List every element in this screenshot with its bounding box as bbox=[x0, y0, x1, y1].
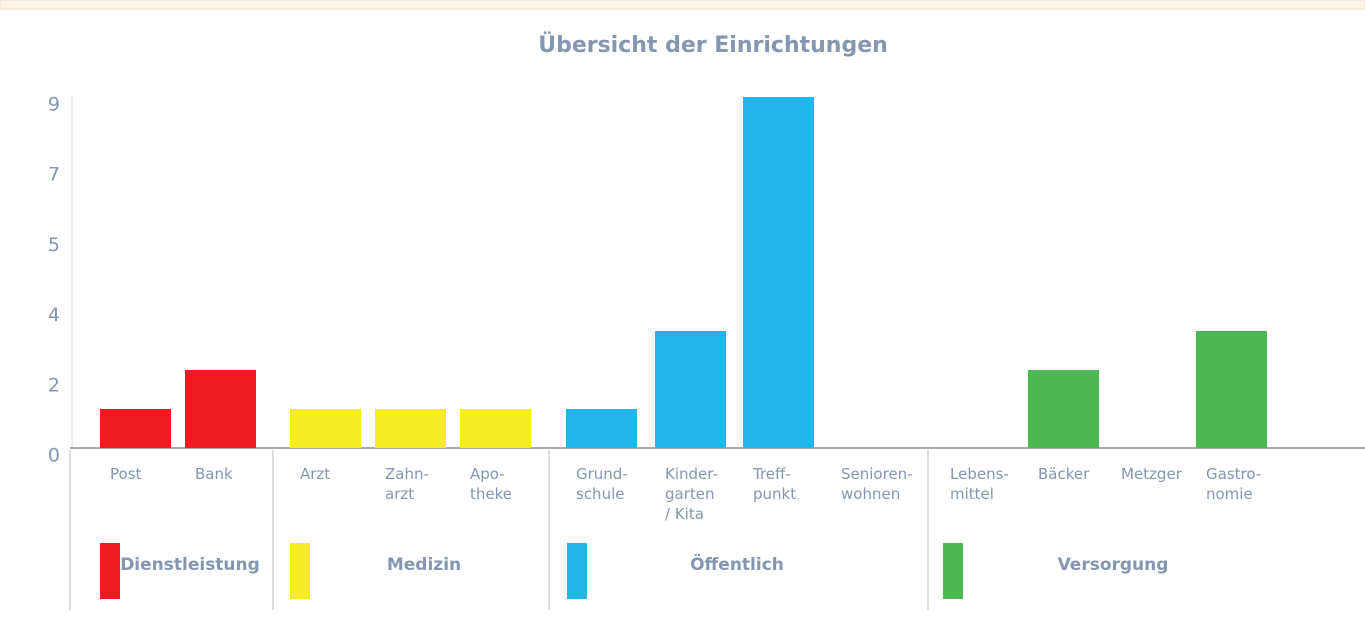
legend-label: Medizin bbox=[387, 555, 461, 575]
y-tick-label: 5 bbox=[48, 234, 60, 256]
legend-swatch bbox=[290, 543, 310, 599]
bar bbox=[655, 331, 726, 448]
x-tick-line: garten bbox=[665, 485, 715, 503]
legend-label: Versorgung bbox=[1058, 555, 1169, 575]
x-tick-line: mittel bbox=[950, 485, 994, 503]
x-tick-label: Bank bbox=[195, 465, 233, 483]
bar bbox=[743, 97, 814, 448]
legend-swatch bbox=[567, 543, 587, 599]
y-tick-label: 9 bbox=[48, 94, 60, 116]
x-tick-line: Grund- bbox=[576, 465, 628, 483]
legend-swatch bbox=[943, 543, 963, 599]
x-tick-line: Apo- bbox=[470, 465, 505, 483]
x-tick-line: Lebens- bbox=[950, 465, 1009, 483]
bar bbox=[1028, 370, 1099, 448]
legend-swatch bbox=[100, 543, 120, 599]
y-tick-label: 4 bbox=[48, 304, 60, 326]
bar bbox=[460, 409, 531, 448]
x-tick-line: Bäcker bbox=[1038, 465, 1090, 483]
y-tick-label: 7 bbox=[48, 164, 60, 186]
x-tick-line: Treff- bbox=[752, 465, 791, 483]
x-tick-label: Grund-schule bbox=[576, 465, 628, 503]
legend-label: Dienstleistung bbox=[120, 555, 260, 575]
x-tick-line: nomie bbox=[1206, 485, 1253, 503]
x-tick-label: Bäcker bbox=[1038, 465, 1090, 483]
x-tick-line: arzt bbox=[385, 485, 414, 503]
x-tick-line: Arzt bbox=[300, 465, 330, 483]
x-tick-line: punkt bbox=[753, 485, 796, 503]
x-tick-label: Metzger bbox=[1121, 465, 1183, 483]
x-tick-label: Post bbox=[110, 465, 142, 483]
x-tick-label: Zahn-arzt bbox=[385, 465, 429, 503]
legend-label: Öffentlich bbox=[690, 553, 784, 575]
x-tick-label: Gastro-nomie bbox=[1206, 465, 1261, 503]
x-tick-line: / Kita bbox=[665, 505, 704, 523]
x-tick-label: Lebens-mittel bbox=[950, 465, 1009, 503]
x-tick-line: Zahn- bbox=[385, 465, 429, 483]
top-band bbox=[0, 0, 1365, 10]
bar bbox=[290, 409, 361, 448]
bar bbox=[375, 409, 446, 448]
x-tick-line: wohnen bbox=[841, 485, 900, 503]
x-tick-line: Kinder- bbox=[665, 465, 718, 483]
x-tick-line: Gastro- bbox=[1206, 465, 1261, 483]
x-tick-line: theke bbox=[470, 485, 512, 503]
x-tick-line: Post bbox=[110, 465, 142, 483]
x-tick-label: Apo-theke bbox=[470, 465, 512, 503]
x-tick-label: Kinder-garten / Kita bbox=[665, 465, 718, 523]
bar bbox=[1196, 331, 1267, 448]
bar bbox=[100, 409, 171, 448]
x-tick-label: Treff-punkt bbox=[752, 465, 796, 503]
x-tick-line: Senioren- bbox=[841, 465, 913, 483]
x-tick-label: Senioren-wohnen bbox=[841, 465, 913, 503]
y-tick-label: 0 bbox=[48, 445, 60, 467]
x-tick-line: Bank bbox=[195, 465, 233, 483]
bar bbox=[566, 409, 637, 448]
x-tick-label: Arzt bbox=[300, 465, 330, 483]
x-tick-line: Metzger bbox=[1121, 465, 1183, 483]
chart-title: Übersicht der Einrichtungen bbox=[538, 32, 888, 58]
y-tick-label: 2 bbox=[48, 374, 60, 396]
bar bbox=[185, 370, 256, 448]
x-tick-line: schule bbox=[576, 485, 624, 503]
